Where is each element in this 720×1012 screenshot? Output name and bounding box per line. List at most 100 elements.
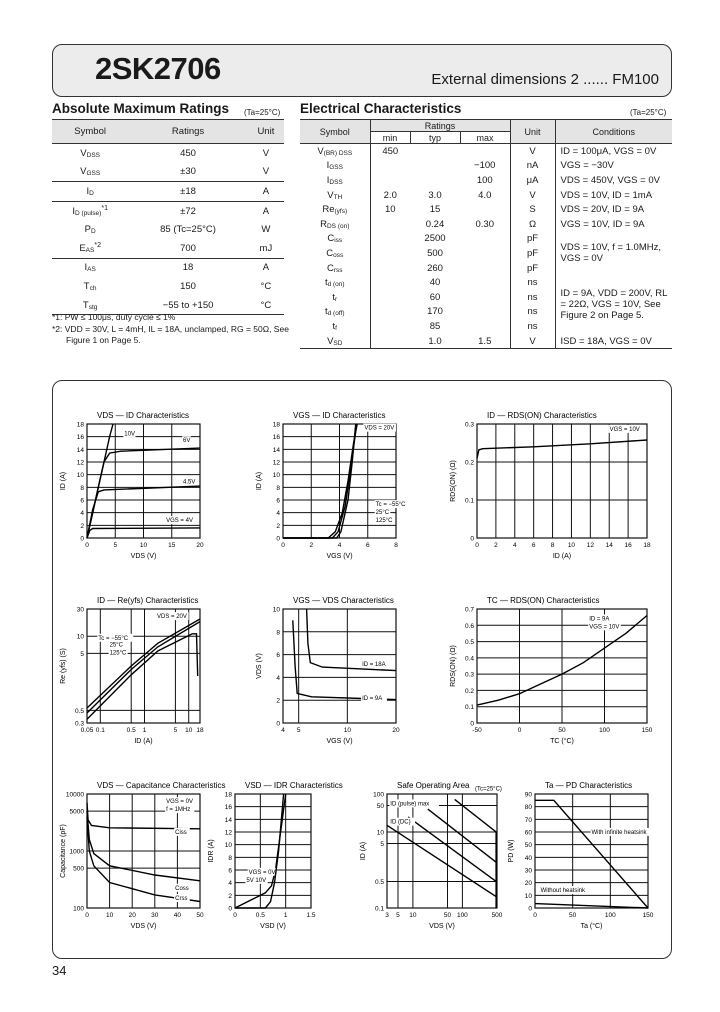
min-cell: 10 [384,204,396,216]
x-tick-label: 15 [168,542,176,549]
y-tick-label: 50 [525,842,533,849]
x-tick-label: 0.05 [81,727,94,734]
chart-annotation: VDS = 20V [364,426,394,432]
series-label: Coss [175,886,189,892]
conditions-cell: VGS = −30V [554,158,672,174]
y-tick-label: 500 [73,866,84,873]
y-tick-label: 8 [276,629,280,636]
y-tick-label: 2 [276,523,280,530]
chart-title: TC — RDS(ON) Characteristics [487,596,599,605]
y-tick-label: 8 [80,485,84,492]
y-tick-label: 4 [276,510,280,517]
table-row: V(BR) DSS 450 V ID = 100μA, VGS = 0V [300,143,672,159]
x-tick-label: 20 [392,727,400,734]
y-tick-label: 60 [525,830,533,837]
rating-cell: ±18 [128,181,248,202]
col-min: min [370,131,411,144]
plot-frame [234,793,312,909]
label-background [182,477,198,486]
plot-frame [282,423,397,539]
symbol-main: V [317,145,324,157]
symbol-subscript: stg [88,303,98,311]
series-label: Without heatsink [541,888,586,894]
label-background [156,612,189,621]
absolute-max-title: Absolute Maximum Ratings [52,101,230,116]
y-tick-label: 2 [228,893,232,900]
label-background [174,894,190,903]
chart-title: ID — RDS(ON) Characteristics [487,411,597,420]
x-tick-label: 18 [643,542,651,549]
x-tick-label: 20 [129,912,137,919]
table-row: Coss 500 pF [300,246,672,261]
col-ratings: Ratings [369,119,511,132]
symbol-subscript: DSS [329,178,343,186]
col-unit: Unit [247,119,284,144]
y-tick-label: 4 [276,675,280,682]
symbol-main: V [327,335,334,347]
absolute-max-table: Symbol Ratings Unit VDSS 450 V VGSS ±30 V ID ±1… [52,119,284,316]
x-axis-label: ID (A) [553,553,571,560]
x-tick-label: 5 [113,542,117,549]
y-tick-label: 5 [80,651,84,658]
unit-cell: mJ [247,238,284,259]
x-tick-label: 5 [174,727,178,734]
series-label: 4.5V [183,479,195,485]
table-row: Re(yfs) 10 15 S VDS = 20V, ID = 9A [300,202,672,217]
chart-7: 0 10 20 30 40 50 100 500 1000 5000 10000 VDS — Capa… [60,781,226,930]
table-row: tr 60 ns [300,289,672,305]
conditions-cell: VDS = 10V, ID = 1mA [554,187,672,203]
symbol-cell: Ciss [300,231,371,247]
x-tick-label: 0.5 [256,912,265,919]
unit-cell: A [262,262,270,274]
x-tick-label: 150 [643,912,654,919]
series-line [235,793,285,909]
chart-annotation: VGS = 0V [166,799,193,805]
symbol-main: I [326,160,330,172]
rating-cell: 450 [180,147,196,159]
table-row: VGSS ±30 V [52,162,284,183]
symbol-main: I [84,262,88,274]
chart-title: VDS — ID Characteristics [97,411,189,420]
symbol-cell: PD [52,220,128,239]
label-background [361,694,387,703]
label-background [588,614,614,623]
y-tick-label: 0 [528,906,532,913]
symbol-cell: Tch [52,277,128,296]
plot-frame [282,608,397,724]
symbol-cell: IGSS [300,158,371,174]
y-tick-label: 0 [276,536,280,543]
symbol-subscript: d (on) [327,281,345,289]
typ-cell: 170 [427,306,443,318]
y-tick-label: 90 [525,792,533,799]
y-tick-label: 70 [525,817,533,824]
chart-title: VGS — ID Characteristics [293,411,385,420]
chart-title: VSD — IDR Characteristics [245,781,343,790]
table-row: RDS (on) 0.24 0.30 Ω VGS = 10V, ID = 9A [300,216,672,232]
y-axis-label: ID (A) [360,842,367,860]
y-tick-label: 0.2 [465,460,474,467]
y-axis-label: Capacitance (pF) [60,824,67,878]
chart-title: VDS — Capacitance Characteristics [97,781,226,790]
symbol-subscript: D (pulse) [74,210,102,218]
symbol-main: T [83,280,90,292]
symbol-cell: Crss [300,260,371,276]
y-tick-label: 12 [273,460,281,467]
x-tick-label: 0.5 [127,727,136,734]
chart-title: Ta — PD Characteristics [545,781,632,790]
min-cell: 450 [382,145,399,157]
x-tick-label: 10 [106,912,114,919]
chart-1: 0 5 10 15 20 0 2 4 6 8 10 12 14 16 18 VDS — ID Characte… [60,411,204,560]
label-background [588,622,621,631]
y-tick-label: 10 [525,893,533,900]
rating-cell: 85 (Tc=25°C) [160,224,216,236]
series-line [86,620,201,714]
y-tick-label: 6 [228,868,232,875]
min-cell: 2.0 [383,189,397,201]
symbol-subscript: d (off) [327,310,345,318]
label-background [108,648,128,657]
label-background [539,886,597,895]
series-line [283,423,358,539]
unit-cell: V [262,147,270,159]
series-line [476,439,648,459]
